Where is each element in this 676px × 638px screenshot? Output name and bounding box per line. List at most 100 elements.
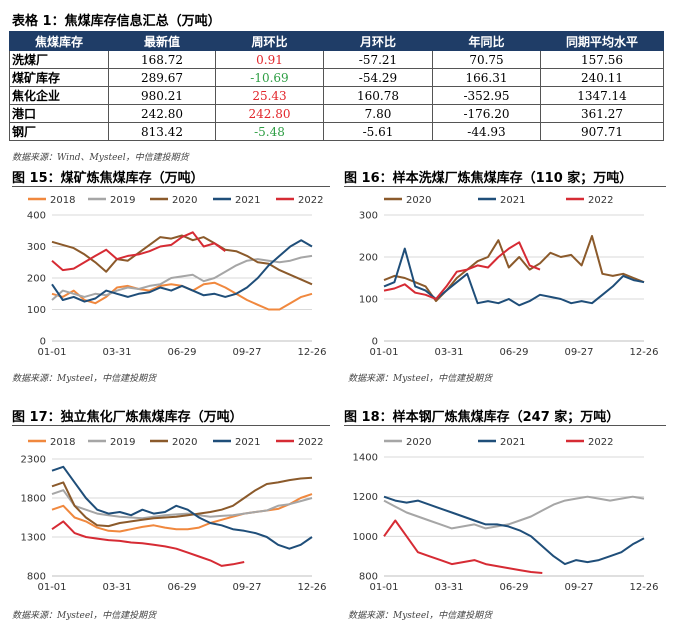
chart-16: 2020 2021 2022 0 100 200 300 01-01 03-31 06-29 09-…	[359, 195, 659, 358]
coking-coal-inventory-table: 焦煤库存 最新值 周环比 月环比 年同比 同期平均水平 洗煤厂 168.72 0…	[9, 31, 664, 141]
cell-yoy: -44.93	[432, 122, 541, 141]
table-row: 洗煤厂 168.72 0.91 -57.21 70.75 157.56	[9, 50, 664, 69]
y-tick-label: 0	[40, 337, 46, 348]
cell-average: 157.56	[540, 50, 664, 69]
cell-average: 361.27	[540, 104, 664, 123]
y-tick-label: 1400	[353, 453, 378, 464]
cell-wow: 25.43	[215, 86, 324, 105]
chart-18-title: 图 18：样本钢厂炼焦煤库存（247 家；万吨）	[344, 410, 620, 425]
chart-15: 2018 2019 2020 2021 2022 0 100 200 300 400 01-01 03…	[27, 195, 327, 358]
chart-15-source: 数据来源：Mysteel，中信建投期货	[12, 374, 157, 384]
x-tick-label: 12-26	[629, 582, 658, 593]
header-inventory: 焦煤库存	[9, 31, 109, 51]
x-tick-label: 09-27	[564, 347, 593, 358]
chart-17-source: 数据来源：Mysteel，中信建投期货	[12, 611, 157, 621]
header-mom: 月环比	[323, 31, 433, 51]
cell-latest: 980.21	[108, 86, 216, 105]
chart-16-source: 数据来源：Mysteel，中信建投期货	[348, 374, 493, 384]
y-tick-label: 0	[372, 337, 378, 348]
x-tick-label: 01-01	[37, 347, 66, 358]
series-line-2019	[51, 489, 313, 520]
x-tick-label: 06-29	[499, 582, 528, 593]
legend-label-2021: 2021	[500, 195, 525, 206]
row-label: 钢厂	[9, 122, 109, 141]
chart-17-title: 图 17：独立焦化厂炼焦煤库存（万吨）	[12, 410, 243, 425]
legend-label-2021: 2021	[235, 437, 260, 448]
cell-latest: 813.42	[108, 122, 216, 141]
y-tick-label: 300	[359, 211, 378, 222]
table-row: 焦化企业 980.21 25.43 160.78 -352.95 1347.14	[9, 86, 664, 105]
series-line-2020	[51, 234, 313, 286]
x-tick-label: 09-27	[232, 582, 261, 593]
header-yoy: 年同比	[432, 31, 541, 51]
legend-label-2019: 2019	[110, 437, 135, 448]
y-tick-label: 1300	[21, 533, 46, 544]
cell-wow: -10.69	[215, 68, 324, 87]
x-tick-label: 03-31	[434, 347, 463, 358]
cell-yoy: -176.20	[432, 104, 541, 123]
x-tick-label: 03-31	[102, 347, 131, 358]
x-tick-label: 06-29	[167, 582, 196, 593]
series-line-2022	[51, 520, 245, 567]
series-line-2022	[383, 241, 541, 300]
table-row: 港口 242.80 242.80 7.80 -176.20 361.27	[9, 104, 664, 123]
legend-label-2018: 2018	[50, 195, 75, 206]
x-tick-label: 03-31	[434, 582, 463, 593]
x-tick-label: 06-29	[167, 347, 196, 358]
legend-label-2021: 2021	[235, 195, 260, 206]
row-label: 焦化企业	[9, 86, 109, 105]
table-row: 煤矿库存 289.67 -10.69 -54.29 166.31 240.11	[9, 68, 664, 87]
cell-yoy: 166.31	[432, 68, 541, 87]
header-average: 同期平均水平	[540, 31, 664, 51]
y-tick-label: 200	[359, 253, 378, 264]
chart-18-source: 数据来源：Mysteel，中信建投期货	[348, 611, 493, 621]
y-tick-label: 1800	[21, 494, 46, 505]
x-tick-label: 09-27	[564, 582, 593, 593]
cell-average: 907.71	[540, 122, 664, 141]
y-tick-label: 1200	[353, 492, 378, 503]
legend-label-2022: 2022	[298, 195, 323, 206]
x-tick-label: 12-26	[297, 582, 326, 593]
cell-wow: 242.80	[215, 104, 324, 123]
y-tick-label: 400	[27, 211, 46, 222]
legend-label-2022: 2022	[588, 195, 613, 206]
legend-label-2020: 2020	[406, 437, 431, 448]
y-tick-label: 100	[27, 305, 46, 316]
row-label: 煤矿库存	[9, 68, 109, 87]
cell-mom: 7.80	[323, 104, 433, 123]
series-line-2022	[383, 519, 543, 574]
legend-label-2020: 2020	[172, 437, 197, 448]
x-tick-label: 03-31	[102, 582, 131, 593]
y-tick-label: 100	[359, 295, 378, 306]
table-caption: 表格 1：焦煤库存信息汇总（万吨）	[12, 14, 221, 29]
header-latest: 最新值	[108, 31, 216, 51]
x-tick-label: 09-27	[232, 347, 261, 358]
legend-label-2020: 2020	[172, 195, 197, 206]
y-tick-label: 1000	[353, 532, 378, 543]
legend-label-2019: 2019	[110, 195, 135, 206]
series-line-2019	[51, 254, 313, 301]
y-tick-label: 800	[27, 572, 46, 583]
row-label: 洗煤厂	[9, 50, 109, 69]
series-line-2022	[51, 231, 226, 272]
table-header-row: 焦煤库存 最新值 周环比 月环比 年同比 同期平均水平	[9, 31, 664, 51]
cell-wow: 0.91	[215, 50, 324, 69]
cell-latest: 242.80	[108, 104, 216, 123]
x-tick-label: 01-01	[369, 347, 398, 358]
chart-15-title: 图 15：煤矿炼焦煤库存（万吨）	[12, 171, 204, 186]
cell-mom: 160.78	[323, 86, 433, 105]
series-line-2018	[51, 493, 313, 533]
table-row: 钢厂 813.42 -5.48 -5.61 -44.93 907.71	[9, 122, 664, 141]
cell-latest: 289.67	[108, 68, 216, 87]
chart-17: 2018 2019 2020 2021 2022 800 1300 1800 2300 01-01…	[21, 437, 327, 593]
legend-label-2020: 2020	[406, 195, 431, 206]
series-line-2021	[51, 239, 313, 303]
cell-yoy: -352.95	[432, 86, 541, 105]
legend-label-2022: 2022	[588, 437, 613, 448]
legend-label-2021: 2021	[500, 437, 525, 448]
legend-label-2022: 2022	[298, 437, 323, 448]
series-line-2021	[51, 465, 313, 550]
header-wow: 周环比	[215, 31, 324, 51]
y-tick-label: 300	[27, 242, 46, 253]
series-line-2021	[383, 495, 645, 566]
